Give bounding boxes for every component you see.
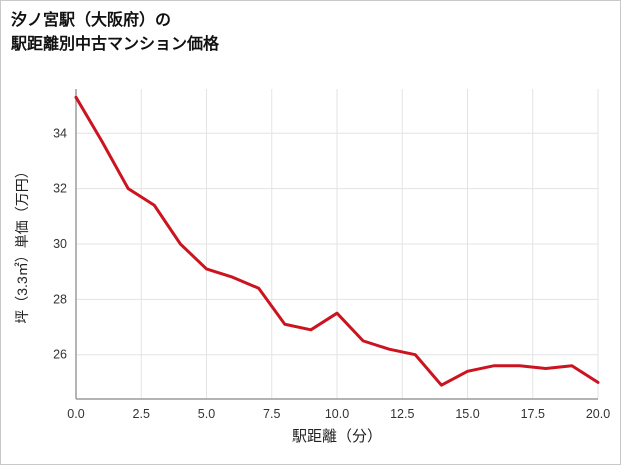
x-tick-label: 20.0 — [586, 407, 610, 421]
y-tick-label: 34 — [53, 126, 67, 140]
y-tick-label: 26 — [53, 348, 67, 362]
y-tick-label: 30 — [53, 237, 67, 251]
price-line-series — [74, 95, 600, 387]
chart-title: 汐ノ宮駅（大阪府）の 駅距離別中古マンション価格 — [11, 9, 219, 57]
x-tick-label: 2.5 — [133, 407, 150, 421]
x-axis-label: 駅距離（分） — [291, 428, 383, 445]
x-tick-label: 10.0 — [325, 407, 349, 421]
x-tick-label: 0.0 — [67, 407, 84, 421]
y-axis-label: 坪（3.3㎡）単価（万円） — [14, 164, 30, 324]
chart-title-line1: 汐ノ宮駅（大阪府）の — [11, 12, 172, 29]
chart-title-line2: 駅距離別中古マンション価格 — [11, 36, 220, 53]
y-tick-label: 28 — [53, 292, 67, 306]
y-tick-label: 32 — [53, 182, 67, 196]
x-tick-label: 12.5 — [390, 407, 414, 421]
x-tick-label: 17.5 — [521, 407, 545, 421]
x-tick-label: 15.0 — [455, 407, 479, 421]
x-tick-label: 7.5 — [263, 407, 280, 421]
x-tick-label: 5.0 — [198, 407, 215, 421]
